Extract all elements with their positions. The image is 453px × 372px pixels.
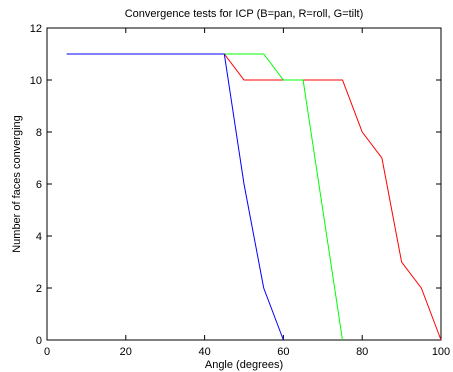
series-group (66, 53, 442, 341)
x-tick-label: 40 (198, 346, 210, 358)
x-tick-label: 0 (44, 346, 50, 358)
x-axis-label: Angle (degrees) (205, 359, 283, 371)
x-tick-label: 20 (120, 346, 132, 358)
axis-ticks: 0 20 40 60 80 100 0 2 4 6 8 10 12 (30, 23, 450, 358)
y-tick-label: 6 (36, 179, 42, 191)
y-tick-label: 0 (36, 335, 42, 347)
red-series-line (66, 53, 442, 341)
x-tick-label: 80 (356, 346, 368, 358)
y-axis-label: Number of faces converging (11, 115, 23, 253)
blue-series-line (66, 53, 284, 341)
y-tick-label: 4 (36, 231, 42, 243)
x-tick-label: 100 (432, 346, 450, 358)
y-tick-label: 8 (36, 127, 42, 139)
chart-title: Convergence tests for ICP (B=pan, R=roll… (125, 8, 364, 20)
x-tick-label: 60 (277, 346, 289, 358)
y-tick-label: 2 (36, 283, 42, 295)
y-tick-label: 12 (30, 23, 42, 35)
green-series-line (66, 53, 343, 341)
y-tick-label: 10 (30, 75, 42, 87)
